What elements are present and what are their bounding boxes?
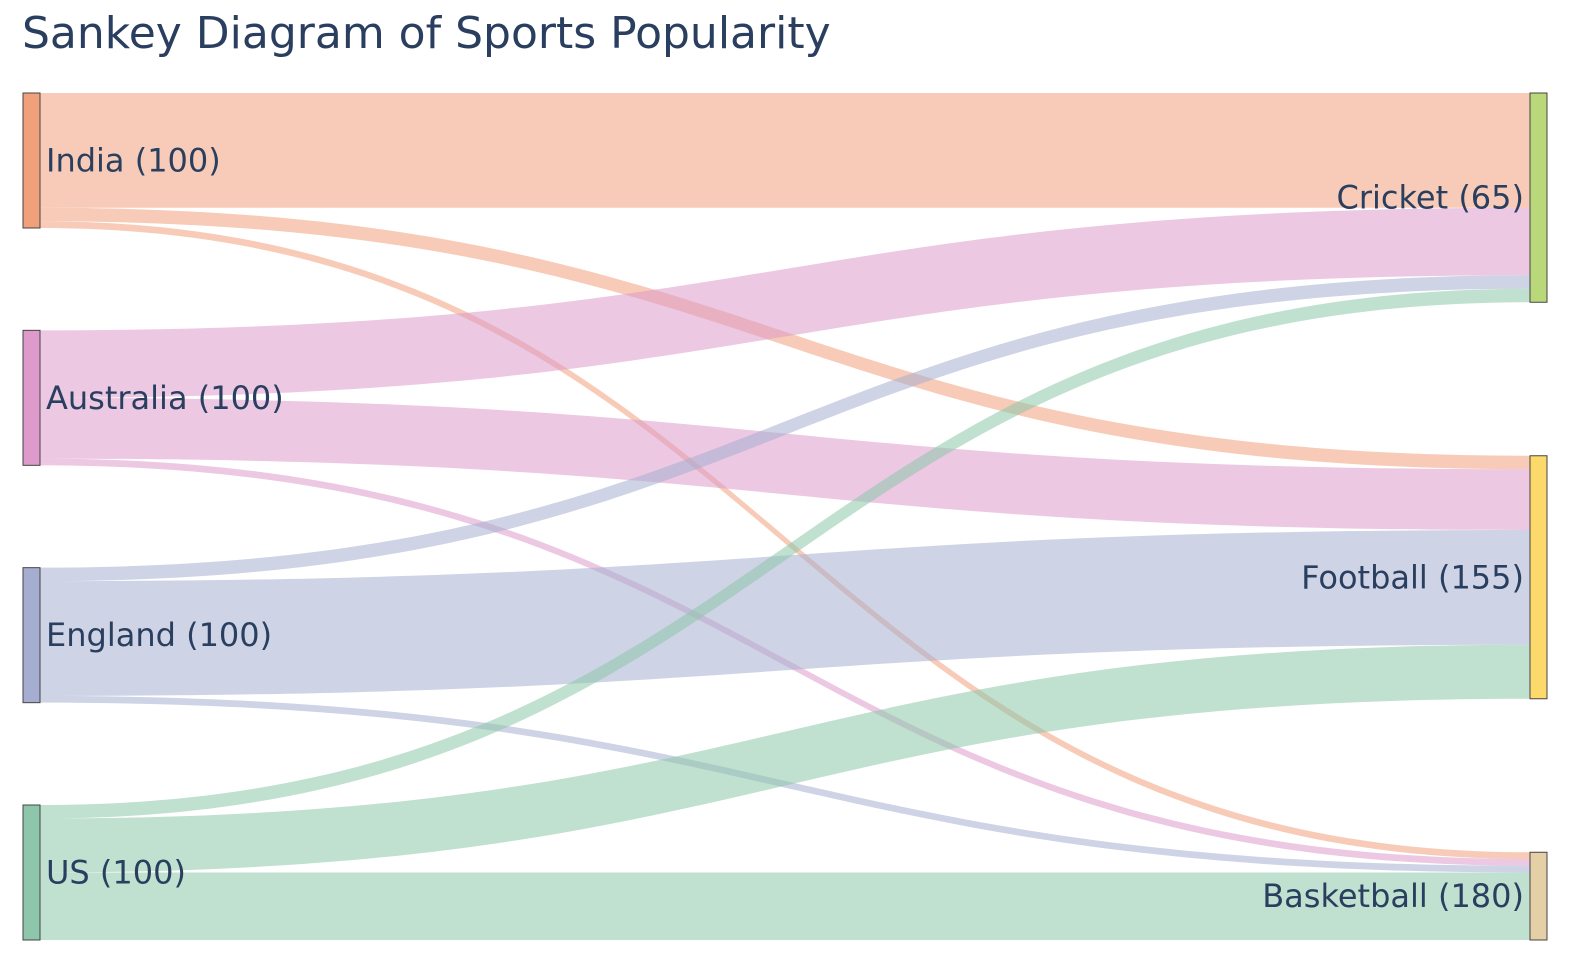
link-india-basketball — [40, 221, 1530, 859]
node-label-us: US (100) — [46, 854, 186, 892]
nodes-layer — [22, 92, 1548, 941]
link-england-cricket — [40, 275, 1530, 582]
node-label-australia: Australia (100) — [46, 379, 284, 417]
node-basketball — [1529, 851, 1548, 941]
link-england-football — [40, 530, 1530, 696]
node-label-football: Football (155) — [1301, 558, 1524, 596]
labels-layer: India (100) Australia (100) England (100) U… — [46, 142, 1524, 916]
node-england — [22, 567, 41, 704]
node-label-india: India (100) — [46, 142, 221, 180]
node-cricket — [1529, 92, 1548, 303]
link-us-cricket — [40, 288, 1530, 819]
link-india-cricket — [40, 93, 1530, 208]
node-football — [1529, 455, 1548, 700]
link-india-football — [40, 207, 1530, 470]
link-us-football — [40, 644, 1530, 873]
node-australia — [22, 329, 41, 466]
node-india — [22, 92, 41, 229]
links-layer — [40, 93, 1530, 940]
link-us-basketball — [40, 872, 1530, 940]
node-us — [22, 804, 41, 941]
link-australia-cricket — [40, 207, 1530, 398]
node-label-england: England (100) — [46, 616, 272, 654]
link-australia-football — [40, 397, 1530, 530]
node-label-basketball: Basketball (180) — [1262, 877, 1524, 915]
node-label-cricket: Cricket (65) — [1337, 179, 1524, 217]
page-title: Sankey Diagram of Sports Popularity — [22, 8, 831, 59]
